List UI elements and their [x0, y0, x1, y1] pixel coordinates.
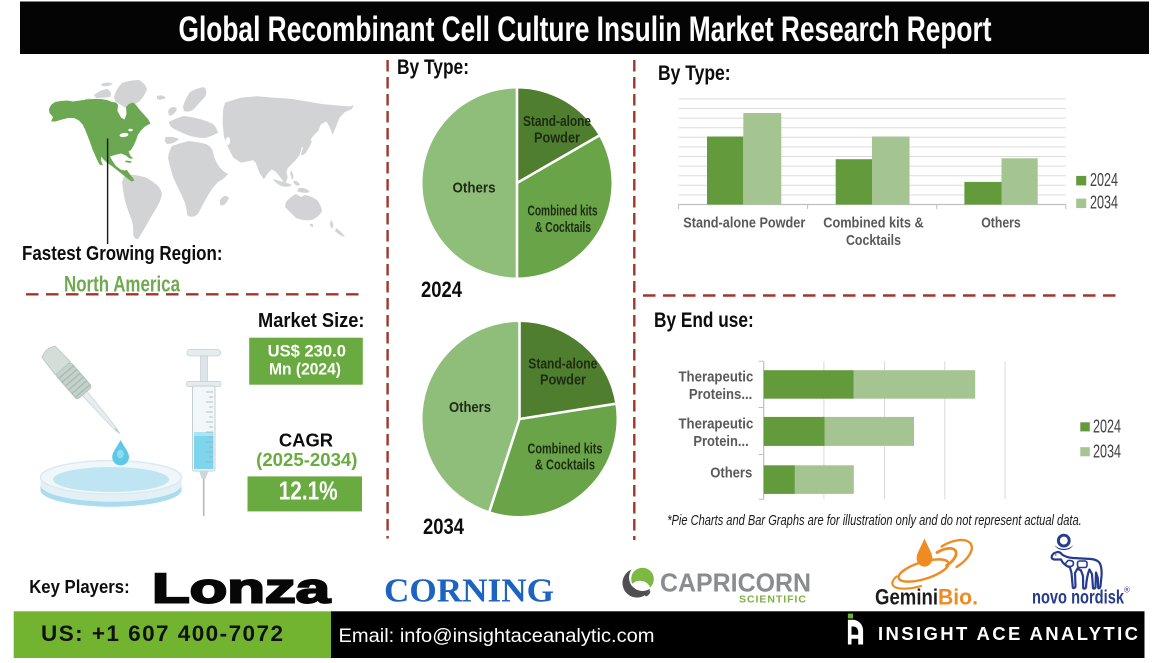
svg-text:Others: Others: [449, 399, 491, 416]
svg-text:Combined kits &: Combined kits &: [823, 214, 924, 231]
svg-text:US: +1 607 400-7072: US: +1 607 400-7072: [41, 621, 283, 646]
svg-text:2034: 2034: [423, 514, 465, 539]
svg-text:2024: 2024: [1090, 170, 1118, 190]
svg-text:Others: Others: [710, 465, 752, 482]
svg-text:Others: Others: [981, 214, 1021, 231]
svg-text:CAGR: CAGR: [279, 430, 333, 451]
svg-text:& Cocktails: & Cocktails: [535, 219, 591, 236]
svg-text:Stand-alone: Stand-alone: [523, 113, 591, 130]
svg-text:Powder: Powder: [534, 130, 580, 147]
svg-text:Bio.: Bio.: [938, 584, 978, 609]
svg-text:Therapeutic: Therapeutic: [679, 369, 754, 386]
svg-text:By Type:: By Type:: [658, 62, 731, 85]
svg-text:Fastest Growing Region:: Fastest Growing Region:: [22, 242, 223, 265]
svg-text:Powder: Powder: [540, 372, 586, 389]
svg-text:®: ®: [1124, 586, 1130, 595]
svg-text:Others: Others: [453, 180, 496, 197]
svg-text:Cocktails: Cocktails: [846, 232, 901, 249]
svg-text:Global Recombinant Cell Cultur: Global Recombinant Cell Culture Insulin …: [179, 10, 992, 49]
svg-text:By End use:: By End use:: [654, 309, 754, 332]
svg-text:Gemini: Gemini: [875, 584, 938, 609]
svg-text:& Cocktails: & Cocktails: [535, 457, 595, 474]
svg-text:Proteins...: Proteins...: [689, 386, 752, 403]
svg-text:Market Size:: Market Size:: [258, 309, 365, 332]
svg-text:Mn (2024): Mn (2024): [269, 361, 341, 379]
svg-text:(2025-2034): (2025-2034): [256, 449, 357, 470]
svg-text:US$ 230.0: US$ 230.0: [268, 343, 346, 361]
svg-text:Combined kits: Combined kits: [528, 203, 598, 220]
svg-text:2024: 2024: [1093, 416, 1121, 436]
svg-text:Combined kits: Combined kits: [528, 441, 603, 458]
svg-text:Stand-alone Powder: Stand-alone Powder: [683, 214, 805, 231]
svg-text:Email: info@insightaceanalytic: Email: info@insightaceanalytic.com: [339, 625, 655, 647]
svg-text:Therapeutic: Therapeutic: [679, 415, 754, 432]
svg-text:2024: 2024: [421, 277, 463, 302]
svg-text:SCIENTIFIC: SCIENTIFIC: [739, 594, 806, 606]
svg-text:INSIGHT ACE ANALYTIC: INSIGHT ACE ANALYTIC: [878, 623, 1138, 644]
svg-text:North America: North America: [64, 272, 180, 297]
svg-text:Lonza: Lonza: [152, 565, 331, 612]
svg-text:CORNING: CORNING: [384, 573, 554, 610]
svg-text:Protein...: Protein...: [693, 433, 748, 450]
svg-text:2034: 2034: [1090, 193, 1118, 213]
svg-text:12.1%: 12.1%: [279, 476, 338, 506]
svg-text:Key Players:: Key Players:: [29, 577, 130, 597]
svg-text:CAPRICORN: CAPRICORN: [660, 568, 811, 598]
svg-text:Stand-alone: Stand-alone: [528, 356, 597, 373]
svg-text:*Pie Charts and Bar Graphs are: *Pie Charts and Bar Graphs are for illus…: [667, 512, 1081, 529]
svg-text:By Type:: By Type:: [397, 56, 469, 79]
svg-text:novo nordisk: novo nordisk: [1032, 587, 1124, 609]
svg-text:2034: 2034: [1093, 441, 1121, 461]
